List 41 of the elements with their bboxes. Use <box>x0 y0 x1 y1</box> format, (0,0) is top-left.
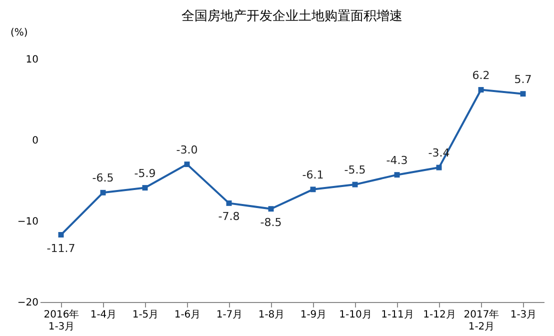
data-label: -4.3 <box>386 154 408 167</box>
x-tick-label: 1-12月 <box>423 310 456 320</box>
y-tick-label: 10 <box>26 54 38 66</box>
point <box>184 162 190 168</box>
point <box>142 185 148 191</box>
point <box>226 200 232 206</box>
x-tick-label: 1-5月 <box>132 310 159 320</box>
y-tick-label: −10 <box>17 216 38 228</box>
y-tick-label: −20 <box>17 298 38 308</box>
data-label: -6.1 <box>302 168 324 182</box>
point <box>310 186 316 192</box>
point <box>394 172 400 178</box>
x-tick-label: 1-9月 <box>300 310 327 320</box>
y-tick-label: 0 <box>32 136 38 146</box>
x-tick-label: 1-6月 <box>174 310 201 320</box>
chart-title: 全国房地产开发企业土地购置面积增速 <box>182 8 402 24</box>
x-tick-label: 1-11月 <box>381 310 414 320</box>
data-label: -6.5 <box>92 172 114 185</box>
x-tick-label: 1-8月 <box>258 310 285 320</box>
data-label: -3.0 <box>176 143 198 156</box>
point <box>478 87 484 93</box>
point <box>100 190 106 196</box>
point <box>268 206 274 212</box>
x-tick-label: 1-3月 <box>510 310 537 320</box>
data-label: -5.5 <box>344 164 366 177</box>
data-label: -5.9 <box>134 166 156 180</box>
data-label: 6.2 <box>472 68 490 82</box>
point <box>352 182 358 188</box>
data-label: -11.7 <box>46 242 76 255</box>
data-label: -8.5 <box>260 216 282 229</box>
point <box>58 232 64 238</box>
data-label: -7.8 <box>218 210 240 224</box>
y-axis-title: (%) <box>10 28 28 38</box>
point <box>436 164 442 170</box>
x-tick-label: 1-10月 <box>339 310 372 320</box>
data-label: 5.7 <box>514 72 532 86</box>
x-tick-label: 2016年 1-3月 <box>44 308 80 332</box>
x-tick-label: 1-4月 <box>90 310 117 320</box>
x-tick-label: 2017年 1-2月 <box>464 308 500 332</box>
point <box>520 91 526 97</box>
x-tick-label: 1-7月 <box>216 310 243 320</box>
